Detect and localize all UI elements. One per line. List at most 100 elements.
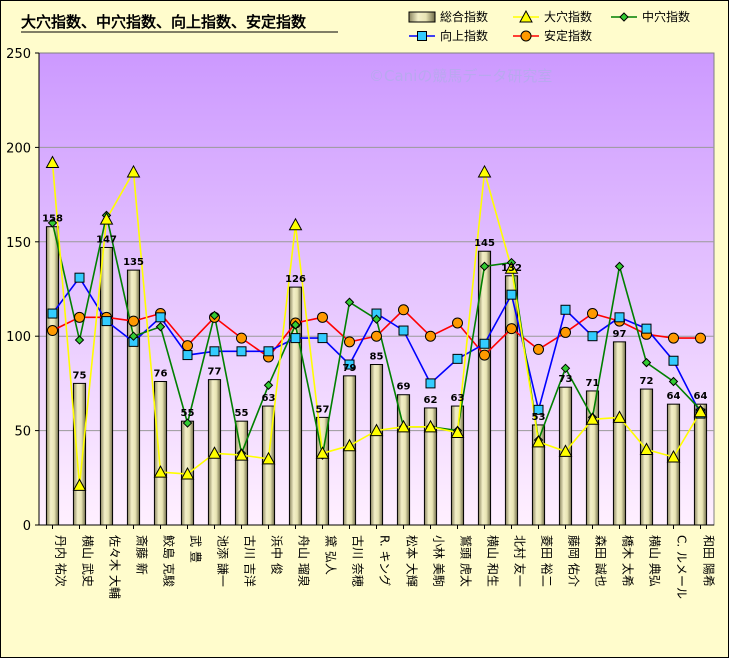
- total-bar: [153, 381, 168, 526]
- up-marker: [101, 316, 112, 327]
- x-category-label: 佐々木 大輔: [108, 535, 122, 599]
- bar-value-label: 55: [181, 408, 195, 419]
- bar-value-label: 158: [42, 214, 63, 225]
- up-marker: [560, 304, 571, 315]
- big-marker: [72, 478, 87, 491]
- up-marker: [506, 289, 517, 300]
- mid-marker: [128, 331, 139, 341]
- x-category-label: 横山 典弘: [648, 535, 662, 587]
- mid-marker: [614, 261, 625, 272]
- big-marker: [450, 425, 465, 438]
- big-marker: [234, 448, 249, 461]
- big-marker: [207, 446, 222, 459]
- x-category-label: 横山 和生: [486, 535, 500, 587]
- total-bar: [612, 341, 627, 526]
- bar-value-label: 85: [370, 352, 384, 363]
- bar-value-label: 73: [559, 374, 573, 385]
- up-marker: [425, 378, 436, 389]
- x-category-label: 橋木 太希: [621, 535, 636, 587]
- bar-value-label: 145: [474, 238, 495, 249]
- mid-marker: [182, 418, 193, 428]
- x-axis: 丹内 祐次 横山 武史 佐々木 大輔 斎藤 新鮫島 克駿武 豊池添 謙一 古川 吉洋 浜中…: [39, 524, 717, 599]
- total-bar: [72, 382, 87, 526]
- bar-value-label: 69: [397, 382, 411, 393]
- big-marker: [288, 217, 303, 231]
- big-marker: [531, 434, 546, 448]
- stable-marker: [587, 308, 598, 320]
- legend-label: 中穴指数: [642, 9, 690, 24]
- x-category-label: 斎藤 新: [135, 535, 150, 575]
- big-marker: [504, 261, 519, 274]
- mid-marker: [479, 261, 490, 272]
- up-marker: [641, 323, 652, 334]
- big-marker: [126, 164, 141, 178]
- up-marker: [479, 338, 490, 349]
- big-marker: [477, 164, 492, 178]
- big-marker: [639, 442, 654, 455]
- stable-marker: [398, 304, 409, 316]
- bar-value-label: 135: [123, 257, 144, 268]
- bar-value-label: 132: [501, 263, 522, 274]
- up-marker: [236, 346, 247, 357]
- legend-swatch: [408, 11, 436, 23]
- up-marker: [74, 272, 85, 283]
- up-marker: [182, 350, 193, 361]
- x-category-label: 北村 友一: [513, 535, 527, 587]
- stable-marker: [668, 332, 679, 344]
- bar-value-label: 63: [262, 393, 276, 404]
- total-bar: [99, 246, 114, 526]
- bar-value-label: 75: [73, 370, 87, 381]
- mid-marker: [209, 310, 220, 321]
- x-category-label: 和田 陽希: [702, 535, 717, 587]
- total-bar: [126, 269, 141, 526]
- x-category-label: 小林 美駒: [432, 535, 446, 587]
- mid-marker: [641, 357, 652, 368]
- up-marker: [587, 331, 598, 342]
- legend-marker: [619, 12, 629, 22]
- chart-title: 大穴指数、中穴指数、向上指数、安定指数: [21, 13, 307, 31]
- up-marker: [47, 308, 58, 319]
- total-bar: [666, 403, 681, 526]
- mid-marker: [290, 320, 301, 330]
- up-marker: [290, 333, 301, 344]
- x-category-label: 舟山 瑠泉: [297, 535, 311, 587]
- legend-label: 向上指数: [440, 28, 488, 43]
- big-marker: [666, 449, 681, 463]
- total-bar: [396, 394, 411, 526]
- x-category-label: 浜中 俊: [270, 535, 285, 575]
- total-bar: [639, 388, 654, 526]
- bar-value-label: 72: [640, 376, 654, 387]
- x-category-label: 森田 誠也: [594, 535, 609, 587]
- mid-marker: [668, 376, 679, 387]
- stable-marker: [695, 332, 706, 344]
- y-axis: 0 50 100 150 200 250: [6, 47, 40, 534]
- x-category-label: C. ルメール: [675, 535, 689, 599]
- big-marker: [261, 451, 276, 465]
- y-tick-label: 50: [14, 425, 31, 440]
- total-bar: [369, 364, 384, 526]
- stable-marker: [128, 315, 139, 327]
- stable-marker: [317, 311, 328, 323]
- big-marker: [585, 412, 600, 425]
- x-category-label: 鷲頭 虎太: [459, 535, 474, 587]
- stable-marker: [425, 330, 436, 342]
- x-category-label: 丹内 祐次: [54, 535, 68, 587]
- legend-label: 安定指数: [544, 28, 592, 43]
- up-marker: [317, 333, 328, 344]
- mid-marker: [344, 297, 355, 307]
- mid-marker: [155, 322, 166, 332]
- bar-value-label: 57: [316, 404, 330, 415]
- legend-marker: [519, 9, 533, 23]
- up-marker: [452, 353, 463, 364]
- x-category-label: 菱田 裕二: [540, 535, 555, 587]
- y-tick-label: 250: [6, 47, 31, 62]
- x-category-label: 松本 大輝: [405, 535, 419, 587]
- bar-value-label: 63: [451, 393, 465, 404]
- mid-marker: [74, 335, 85, 345]
- x-category-label: 武 豊: [189, 535, 203, 563]
- total-bar: [234, 420, 249, 526]
- x-category-label: 古川 吉洋: [243, 535, 258, 587]
